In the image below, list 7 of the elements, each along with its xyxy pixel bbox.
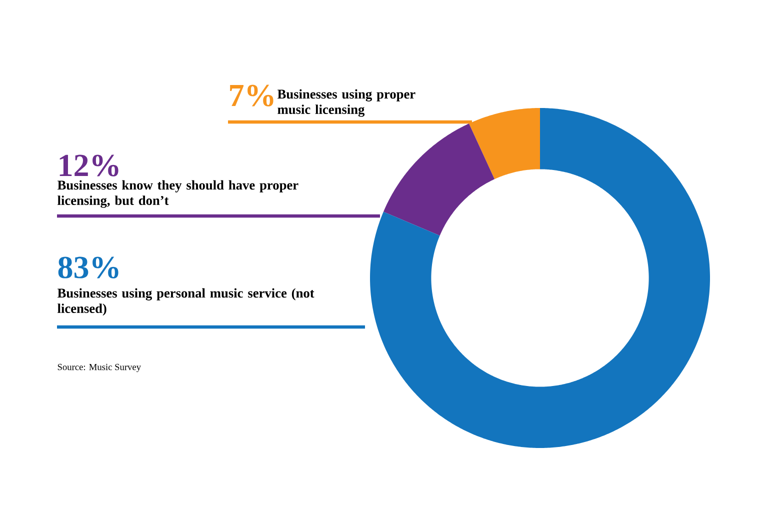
slice-label: Businesses know they should have proper licensing, but don’t	[58, 180, 298, 208]
slice-label: Businesses using proper music licensing	[278, 89, 416, 117]
source-note: Source: Music Survey	[58, 364, 141, 372]
data-label: 83%	[58, 256, 118, 278]
slice-label: Businesses using personal music service (not licensed)	[58, 288, 314, 316]
data-label: 12%	[60, 154, 118, 176]
data-label: 7%	[230, 84, 274, 106]
